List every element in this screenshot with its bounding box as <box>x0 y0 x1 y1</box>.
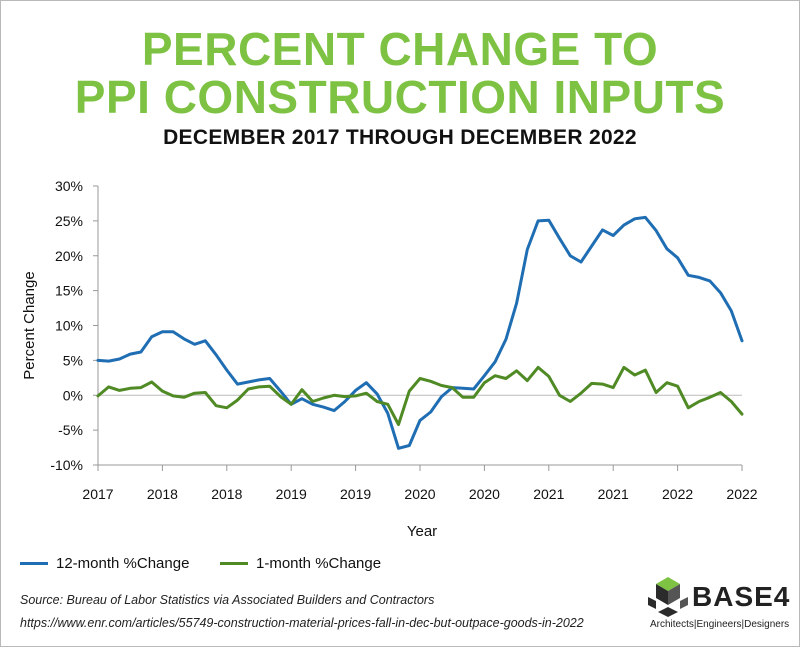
y-tick-label: 10% <box>55 318 83 334</box>
chart-title-line1: PERCENT CHANGE TO <box>141 23 659 75</box>
series-line-12-month <box>96 215 744 450</box>
y-tick-label: 0% <box>63 387 83 403</box>
y-tick-label: -10% <box>50 457 83 473</box>
legend-swatch-1-month <box>220 562 248 565</box>
chart-title-line2: PPI CONSTRUCTION INPUTS <box>74 71 726 123</box>
x-tick-label: 2020 <box>469 486 500 502</box>
x-axis-title: Year <box>407 523 437 540</box>
logo-tagline: Architects|Engineers|Designers <box>650 619 790 630</box>
x-tick-label: 2022 <box>726 486 757 502</box>
x-tick-label: 2019 <box>276 486 307 502</box>
chart-subtitle: DECEMBER 2017 THROUGH DECEMBER 2022 <box>163 126 637 149</box>
x-tick-label: 2021 <box>598 486 629 502</box>
x-tick-label: 2021 <box>533 486 564 502</box>
source-note: Source: Bureau of Labor Statistics via A… <box>20 593 435 607</box>
y-tick-label: -5% <box>58 422 83 438</box>
legend-item-1-month: 1-month %Change <box>220 555 381 572</box>
y-tick-label: 20% <box>55 248 83 264</box>
x-tick-label: 2018 <box>211 486 242 502</box>
y-axis-title: Percent Change <box>21 271 38 379</box>
x-tick-label: 2018 <box>147 486 178 502</box>
legend-swatch-12-month <box>20 562 48 565</box>
logo-mark-icon <box>648 577 688 617</box>
x-tick-label: 2019 <box>340 486 371 502</box>
logo-name: BASE4 <box>692 581 791 612</box>
y-tick-label: 25% <box>55 213 83 229</box>
x-tick-label: 2022 <box>662 486 693 502</box>
x-tick-label: 2017 <box>82 486 113 502</box>
y-tick-label: 15% <box>55 283 83 299</box>
series-line-1-month <box>96 365 744 426</box>
legend-label-1-month: 1-month %Change <box>256 555 382 572</box>
legend-item-12-month: 12-month %Change <box>20 555 189 572</box>
source-url: https://www.enr.com/articles/55749-const… <box>20 616 584 630</box>
y-tick-label: 5% <box>63 352 83 368</box>
legend-label-12-month: 12-month %Change <box>56 555 190 572</box>
x-tick-label: 2020 <box>404 486 435 502</box>
base4-logo: BASE4 Architects|Engineers|Designers <box>646 575 790 635</box>
y-tick-label: 30% <box>55 178 83 194</box>
